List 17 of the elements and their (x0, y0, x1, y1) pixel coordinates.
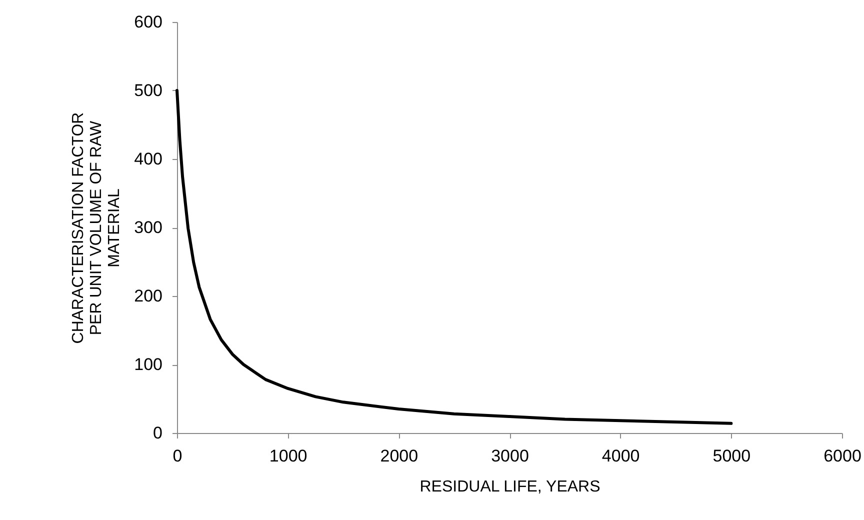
y-tick-label: 600 (134, 12, 162, 32)
y-tick-label: 500 (134, 81, 162, 100)
line-series (176, 89, 733, 425)
x-tick-label: 2000 (380, 446, 418, 466)
x-tick-label: 0 (172, 446, 182, 466)
y-axis-title: CHARACTERISATION FACTOR PER UNIT VOLUME OF RAW MATERIAL (70, 112, 124, 344)
x-tick-label: 1000 (269, 446, 308, 466)
y-tick-label: 400 (134, 150, 162, 168)
x-tick-label: 5000 (712, 446, 751, 466)
x-axis-title: RESIDUAL LIFE, YEARS (420, 478, 600, 496)
y-tick-label: 0 (153, 424, 162, 442)
y-tick-label: 300 (134, 218, 162, 237)
x-tick-label: 3000 (491, 446, 529, 466)
x-tick-label: 4000 (602, 446, 640, 466)
y-tick-label: 200 (134, 286, 162, 306)
y-tick-label: 100 (134, 355, 162, 374)
x-tick-label: 6000 (824, 446, 862, 466)
